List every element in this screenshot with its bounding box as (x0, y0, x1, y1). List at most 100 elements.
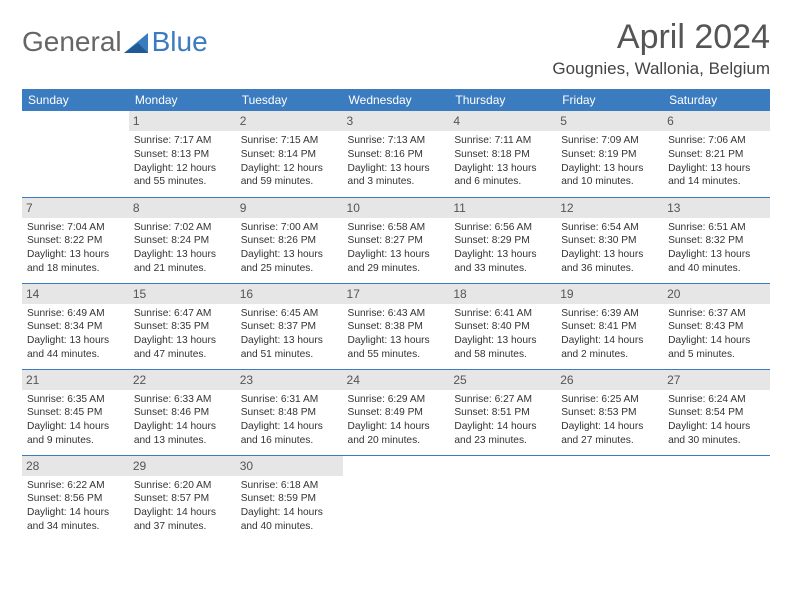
day-info: Sunrise: 7:00 AMSunset: 8:26 PMDaylight:… (241, 221, 338, 276)
day-info: Sunrise: 6:27 AMSunset: 8:51 PMDaylight:… (454, 393, 551, 448)
day-header: Wednesday (343, 89, 450, 111)
calendar-day: 17Sunrise: 6:43 AMSunset: 8:38 PMDayligh… (343, 283, 450, 369)
daylight-text: Daylight: 13 hours and 51 minutes. (241, 334, 338, 362)
day-number: 16 (236, 284, 343, 304)
calendar-day: 5Sunrise: 7:09 AMSunset: 8:19 PMDaylight… (556, 111, 663, 197)
logo-text-general: General (22, 26, 122, 58)
sunset-text: Sunset: 8:59 PM (241, 492, 338, 506)
calendar-day: 20Sunrise: 6:37 AMSunset: 8:43 PMDayligh… (663, 283, 770, 369)
day-number: 26 (556, 370, 663, 390)
sunrise-text: Sunrise: 7:04 AM (27, 221, 124, 235)
day-number: 12 (556, 198, 663, 218)
sunrise-text: Sunrise: 7:11 AM (454, 134, 551, 148)
day-info: Sunrise: 6:56 AMSunset: 8:29 PMDaylight:… (454, 221, 551, 276)
sunset-text: Sunset: 8:46 PM (134, 406, 231, 420)
calendar-day: 30Sunrise: 6:18 AMSunset: 8:59 PMDayligh… (236, 455, 343, 541)
calendar-week: 21Sunrise: 6:35 AMSunset: 8:45 PMDayligh… (22, 369, 770, 455)
sunrise-text: Sunrise: 6:47 AM (134, 307, 231, 321)
calendar-day: 12 Sunrise: 6:54 AMSunset: 8:30 PMDayligh… (556, 197, 663, 283)
sunset-text: Sunset: 8:34 PM (27, 320, 124, 334)
day-info: Sunrise: 7:17 AMSunset: 8:13 PMDaylight:… (134, 134, 231, 189)
sunrise-text: Sunrise: 6:39 AM (561, 307, 658, 321)
sunset-text: Sunset: 8:49 PM (348, 406, 445, 420)
day-info: Sunrise: 7:09 AMSunset: 8:19 PMDaylight:… (561, 134, 658, 189)
sunrise-text: Sunrise: 6:33 AM (134, 393, 231, 407)
sunset-text: Sunset: 8:48 PM (241, 406, 338, 420)
logo-text-blue: Blue (152, 26, 208, 58)
day-number: 13 (663, 198, 770, 218)
sunset-text: Sunset: 8:40 PM (454, 320, 551, 334)
day-number: 9 (236, 198, 343, 218)
daylight-text: Daylight: 14 hours and 2 minutes. (561, 334, 658, 362)
calendar-day (556, 455, 663, 541)
day-info: Sunrise: 6:54 AMSunset: 8:30 PMDaylight:… (561, 221, 658, 276)
sunrise-text: Sunrise: 6:37 AM (668, 307, 765, 321)
daylight-text: Daylight: 13 hours and 33 minutes. (454, 248, 551, 276)
day-number: 25 (449, 370, 556, 390)
calendar-week: 14Sunrise: 6:49 AMSunset: 8:34 PMDayligh… (22, 283, 770, 369)
daylight-text: Daylight: 13 hours and 40 minutes. (668, 248, 765, 276)
daylight-text: Daylight: 14 hours and 23 minutes. (454, 420, 551, 448)
calendar-day: 8Sunrise: 7:02 AMSunset: 8:24 PMDaylight… (129, 197, 236, 283)
sunset-text: Sunset: 8:38 PM (348, 320, 445, 334)
month-title: April 2024 (552, 18, 770, 57)
sunset-text: Sunset: 8:18 PM (454, 148, 551, 162)
daylight-text: Daylight: 14 hours and 30 minutes. (668, 420, 765, 448)
sunset-text: Sunset: 8:57 PM (134, 492, 231, 506)
day-info: Sunrise: 6:29 AMSunset: 8:49 PMDaylight:… (348, 393, 445, 448)
day-number: 7 (22, 198, 129, 218)
sunset-text: Sunset: 8:35 PM (134, 320, 231, 334)
day-number: 24 (343, 370, 450, 390)
sunset-text: Sunset: 8:54 PM (668, 406, 765, 420)
day-info: Sunrise: 6:24 AMSunset: 8:54 PMDaylight:… (668, 393, 765, 448)
day-header: Tuesday (236, 89, 343, 111)
day-number: 29 (129, 456, 236, 476)
day-info: Sunrise: 6:35 AMSunset: 8:45 PMDaylight:… (27, 393, 124, 448)
calendar-day: 16Sunrise: 6:45 AMSunset: 8:37 PMDayligh… (236, 283, 343, 369)
calendar-week: 28 Sunrise: 6:22 AMSunset: 8:56 PMDayligh… (22, 455, 770, 541)
calendar-day: 7 Sunrise: 7:04 AMSunset: 8:22 PMDaylight… (22, 197, 129, 283)
sunset-text: Sunset: 8:22 PM (27, 234, 124, 248)
day-number: 27 (663, 370, 770, 390)
day-header-row: Sunday Monday Tuesday Wednesday Thursday… (22, 89, 770, 111)
day-info: Sunrise: 6:33 AMSunset: 8:46 PMDaylight:… (134, 393, 231, 448)
sunset-text: Sunset: 8:27 PM (348, 234, 445, 248)
sunset-text: Sunset: 8:43 PM (668, 320, 765, 334)
sunset-text: Sunset: 8:26 PM (241, 234, 338, 248)
sunrise-text: Sunrise: 6:43 AM (348, 307, 445, 321)
logo: General Blue (22, 18, 208, 58)
daylight-text: Daylight: 13 hours and 36 minutes. (561, 248, 658, 276)
calendar-day: 24 Sunrise: 6:29 AMSunset: 8:49 PMDayligh… (343, 369, 450, 455)
day-number: 28 (22, 456, 129, 476)
calendar-day: 23Sunrise: 6:31 AMSunset: 8:48 PMDayligh… (236, 369, 343, 455)
sunset-text: Sunset: 8:14 PM (241, 148, 338, 162)
calendar-day: 2 Sunrise: 7:15 AMSunset: 8:14 PMDaylight… (236, 111, 343, 197)
sunrise-text: Sunrise: 6:56 AM (454, 221, 551, 235)
day-header: Thursday (449, 89, 556, 111)
daylight-text: Daylight: 13 hours and 44 minutes. (27, 334, 124, 362)
day-info: Sunrise: 6:22 AMSunset: 8:56 PMDaylight:… (27, 479, 124, 534)
day-info: Sunrise: 7:15 AMSunset: 8:14 PMDaylight:… (241, 134, 338, 189)
day-info: Sunrise: 7:04 AMSunset: 8:22 PMDaylight:… (27, 221, 124, 276)
sunrise-text: Sunrise: 6:18 AM (241, 479, 338, 493)
sunset-text: Sunset: 8:56 PM (27, 492, 124, 506)
calendar-day: 15Sunrise: 6:47 AMSunset: 8:35 PMDayligh… (129, 283, 236, 369)
daylight-text: Daylight: 13 hours and 6 minutes. (454, 162, 551, 190)
sunrise-text: Sunrise: 6:29 AM (348, 393, 445, 407)
day-number: 18 (449, 284, 556, 304)
daylight-text: Daylight: 14 hours and 16 minutes. (241, 420, 338, 448)
day-number: 15 (129, 284, 236, 304)
day-number: 2 (236, 111, 343, 131)
sunset-text: Sunset: 8:32 PM (668, 234, 765, 248)
day-number: 30 (236, 456, 343, 476)
location: Gougnies, Wallonia, Belgium (552, 59, 770, 79)
day-header: Monday (129, 89, 236, 111)
daylight-text: Daylight: 12 hours and 59 minutes. (241, 162, 338, 190)
day-number: 6 (663, 111, 770, 131)
daylight-text: Daylight: 13 hours and 3 minutes. (348, 162, 445, 190)
sunset-text: Sunset: 8:53 PM (561, 406, 658, 420)
day-info: Sunrise: 6:20 AMSunset: 8:57 PMDaylight:… (134, 479, 231, 534)
calendar-week: 1Sunrise: 7:17 AMSunset: 8:13 PMDaylight… (22, 111, 770, 197)
sunset-text: Sunset: 8:30 PM (561, 234, 658, 248)
day-number: 14 (22, 284, 129, 304)
